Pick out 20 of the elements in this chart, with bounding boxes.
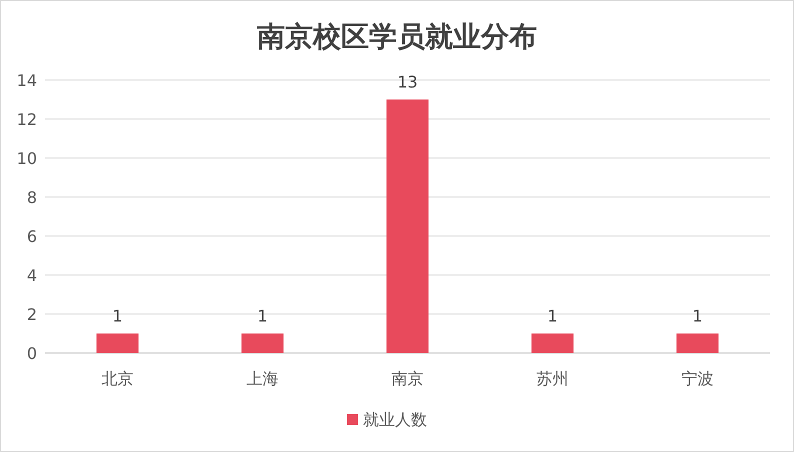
y-tick-label: 10: [16, 149, 37, 168]
x-tick-label: 苏州: [536, 369, 568, 388]
y-tick-label: 6: [26, 227, 37, 246]
data-label: 13: [397, 72, 418, 92]
data-label: 1: [547, 306, 558, 326]
y-tick-label: 4: [26, 266, 37, 285]
data-label: 1: [112, 306, 123, 326]
data-label: 1: [692, 306, 703, 326]
x-tick-label: 北京: [102, 369, 134, 388]
data-label: 1: [257, 306, 268, 326]
chart-title: 南京校区学员就业分布: [256, 20, 537, 53]
y-tick-label: 0: [26, 344, 37, 363]
x-tick-label: 宁波: [682, 369, 714, 388]
x-tick-label: 上海: [246, 369, 278, 388]
y-tick-label: 8: [26, 188, 37, 207]
y-tick-label: 2: [26, 305, 37, 324]
y-tick-label: 12: [16, 110, 37, 129]
x-tick-label: 南京: [392, 369, 424, 388]
y-tick-label: 14: [16, 71, 37, 90]
legend-label: 就业人数: [363, 410, 427, 429]
